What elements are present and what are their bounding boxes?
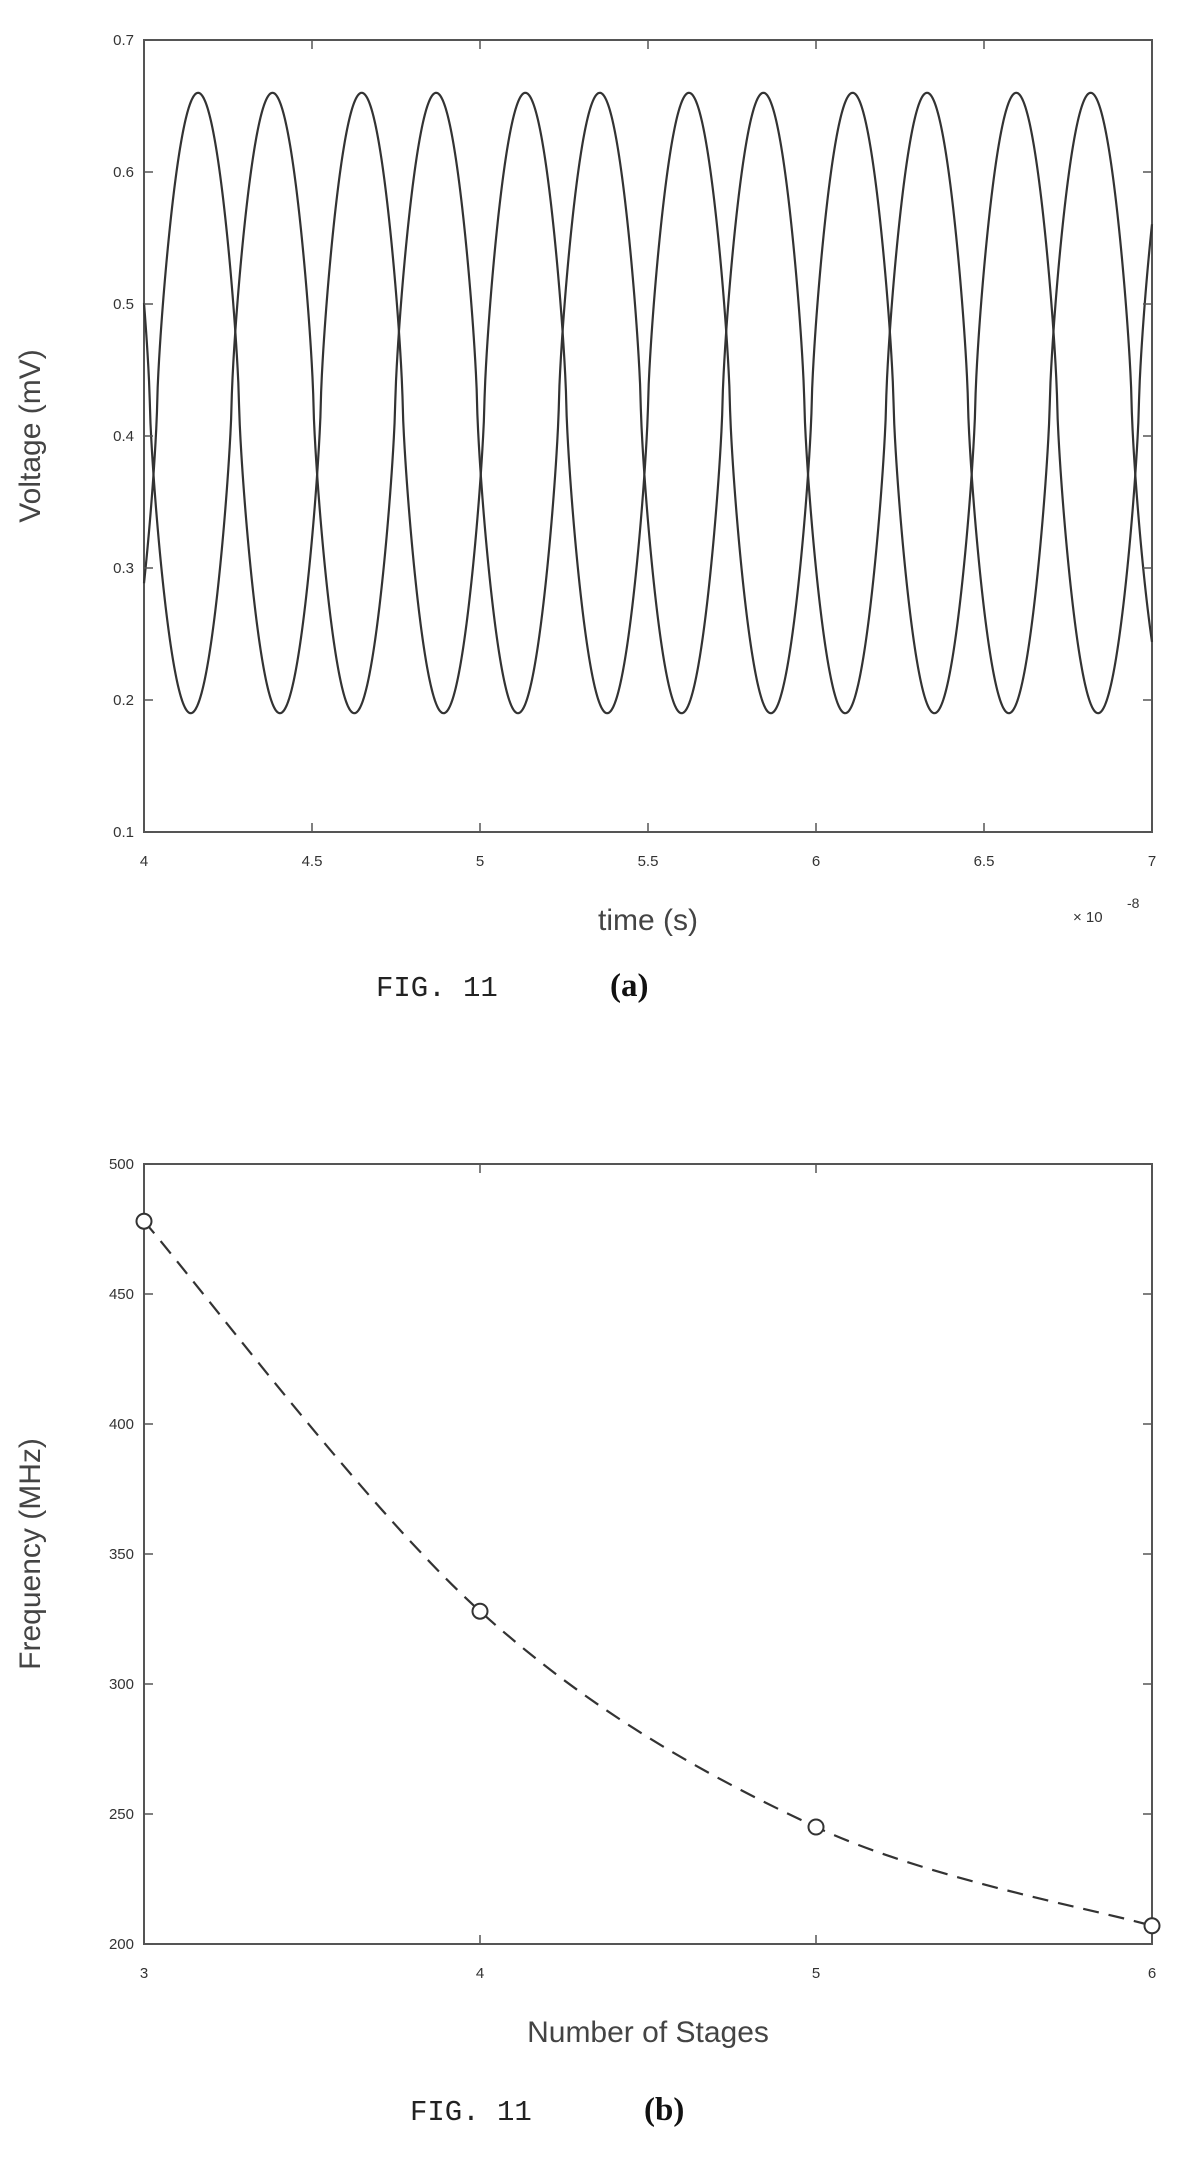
chart-a-ytick-label: 0.1: [113, 824, 134, 841]
chart-a-ytick-label: 0.5: [113, 296, 134, 313]
chart-a-x-axis-label: time (s): [598, 904, 698, 937]
chart-b-data-point: [135, 1212, 153, 1230]
chart-b-xtick-label: 5: [812, 1965, 820, 1982]
chart-a-figure-subcaption: (a): [610, 968, 648, 1004]
chart-b-ytick-label: 450: [109, 1286, 134, 1303]
chart-b-x-axis-label: Number of Stages: [527, 2016, 769, 2049]
chart-a-ytick-label: 0.4: [113, 428, 134, 445]
chart-a-xtick-label: 4.5: [302, 853, 323, 870]
chart-a-ytick-label: 0.7: [113, 32, 134, 49]
chart-b-plot-area: [143, 1163, 1153, 1945]
chart-a: 4 4.5 5 5.5 6 6.5 7 0.1 0.2 0.3 0.4 0.5 0.6 0.7 time…: [14, 32, 1156, 1005]
chart-b-ytick-label: 500: [109, 1156, 134, 1173]
chart-a-ytick-label: 0.3: [113, 560, 134, 577]
chart-a-plot-area: [143, 39, 1153, 833]
chart-b: 3 4 5 6 200 250 300 350 400 450 500 Number of Sta…: [14, 1156, 1161, 2129]
chart-a-xtick-label: 6.5: [974, 853, 995, 870]
chart-b-data-point: [1143, 1917, 1161, 1935]
chart-a-y-axis-label: Voltage (mV): [14, 349, 47, 522]
chart-a-yticks: 0.1 0.2 0.3 0.4 0.5 0.6 0.7: [113, 32, 1152, 841]
chart-b-y-axis-label: Frequency (MHz): [14, 1438, 47, 1670]
chart-a-ytick-label: 0.2: [113, 692, 134, 709]
chart-b-ytick-label: 300: [109, 1676, 134, 1693]
chart-b-figure-subcaption: (b): [644, 2092, 684, 2128]
chart-b-xtick-label: 4: [476, 1965, 484, 1982]
chart-b-data-point: [471, 1602, 489, 1620]
chart-b-data-point: [807, 1818, 825, 1836]
chart-b-series-layer: [135, 1212, 1161, 1935]
chart-b-ytick-label: 400: [109, 1416, 134, 1433]
chart-b-yticks: 200 250 300 350 400 450 500: [109, 1156, 1152, 1953]
chart-b-series-line: [143, 1220, 1153, 1927]
chart-a-xtick-label: 4: [140, 853, 148, 870]
chart-b-ytick-label: 250: [109, 1806, 134, 1823]
chart-a-xtick-label: 6: [812, 853, 820, 870]
chart-a-ytick-label: 0.6: [113, 164, 134, 181]
chart-a-series-line-1: [142, 91, 1154, 715]
chart-a-series-line-2: [142, 91, 1154, 715]
chart-a-xtick-label: 5: [476, 853, 484, 870]
chart-a-figure-caption: FIG. 11: [376, 972, 498, 1005]
chart-a-x-multiplier: × 10: [1073, 909, 1103, 926]
chart-b-ytick-label: 350: [109, 1546, 134, 1563]
chart-a-xticks: 4 4.5 5 5.5 6 6.5 7: [140, 40, 1156, 870]
chart-b-ytick-label: 200: [109, 1936, 134, 1953]
chart-a-xtick-label: 7: [1148, 853, 1156, 870]
chart-b-xtick-label: 6: [1148, 1965, 1156, 1982]
chart-a-series-layer: [142, 91, 1154, 715]
chart-a-xtick-label: 5.5: [638, 853, 659, 870]
chart-b-xticks: 3 4 5 6: [140, 1164, 1156, 1982]
chart-b-xtick-label: 3: [140, 1965, 148, 1982]
chart-a-x-multiplier-exponent: -8: [1127, 895, 1140, 911]
chart-b-figure-caption: FIG. 11: [410, 2096, 532, 2129]
